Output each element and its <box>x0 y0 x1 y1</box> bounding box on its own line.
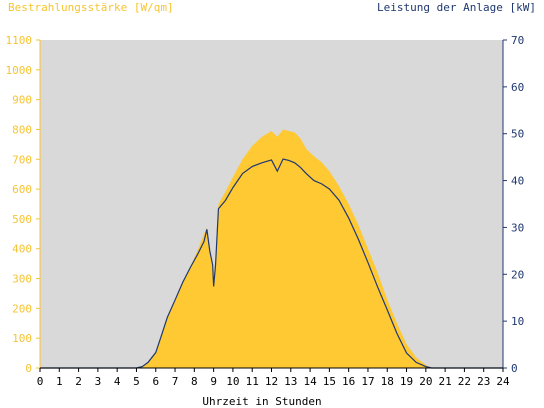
right-tick-label: 10 <box>511 315 524 328</box>
x-tick-label: 16 <box>342 375 355 388</box>
left-tick-label: 600 <box>12 183 32 196</box>
left-tick-label: 200 <box>12 302 32 315</box>
right-axis-title: Leistung der Anlage [kW] <box>377 1 536 14</box>
x-tick-label: 19 <box>400 375 413 388</box>
right-tick-label: 30 <box>511 221 524 234</box>
right-tick-label: 50 <box>511 128 524 141</box>
left-tick-label: 300 <box>12 273 32 286</box>
left-axis-ticks: 0 100 200 300 400 500 600 700 800 900 1000 1100 <box>6 34 40 375</box>
right-tick-label: 0 <box>511 362 518 375</box>
x-tick-label: 12 <box>265 375 278 388</box>
x-tick-label: 6 <box>152 375 159 388</box>
x-tick-label: 5 <box>133 375 140 388</box>
power-line <box>40 158 503 369</box>
x-tick-label: 1 <box>56 375 63 388</box>
x-tick-label: 2 <box>75 375 82 388</box>
x-tick-label: 13 <box>284 375 297 388</box>
left-axis-title: Bestrahlungsstärke [W/qm] <box>8 1 174 14</box>
left-tick-label: 500 <box>12 213 32 226</box>
right-axis-ticks: 0 10 20 30 40 50 60 70 <box>503 34 524 375</box>
x-tick-label: 9 <box>210 375 217 388</box>
x-tick-label: 23 <box>477 375 490 388</box>
x-tick-label: 17 <box>361 375 374 388</box>
x-tick-label: 10 <box>226 375 239 388</box>
x-axis-ticks: 0 1 2 3 4 5 6 7 8 9 10 11 12 13 14 15 16 17 18 19 20 21 22 23 24 <box>37 368 510 388</box>
left-tick-label: 900 <box>12 94 32 107</box>
x-tick-label: 18 <box>381 375 394 388</box>
left-tick-label: 0 <box>25 362 32 375</box>
x-tick-label: 7 <box>172 375 179 388</box>
x-tick-label: 15 <box>323 375 336 388</box>
left-tick-label: 100 <box>12 332 32 345</box>
left-tick-label: 400 <box>12 243 32 256</box>
x-tick-label: 22 <box>458 375 471 388</box>
x-tick-label: 4 <box>114 375 121 388</box>
x-tick-label: 3 <box>95 375 102 388</box>
right-tick-label: 20 <box>511 268 524 281</box>
right-tick-label: 40 <box>511 175 524 188</box>
left-tick-label: 800 <box>12 123 32 136</box>
x-tick-label: 20 <box>419 375 432 388</box>
x-tick-label: 11 <box>246 375 259 388</box>
x-tick-label: 14 <box>303 375 317 388</box>
x-tick-label: 24 <box>496 375 510 388</box>
x-axis-label: Uhrzeit in Stunden <box>202 395 321 408</box>
x-tick-label: 0 <box>37 375 44 388</box>
left-tick-label: 1100 <box>6 34 33 47</box>
right-tick-label: 70 <box>511 34 524 47</box>
x-tick-label: 21 <box>439 375 452 388</box>
x-tick-label: 8 <box>191 375 198 388</box>
left-tick-label: 1000 <box>6 64 33 77</box>
right-tick-label: 60 <box>511 81 524 94</box>
left-tick-label: 700 <box>12 153 32 166</box>
